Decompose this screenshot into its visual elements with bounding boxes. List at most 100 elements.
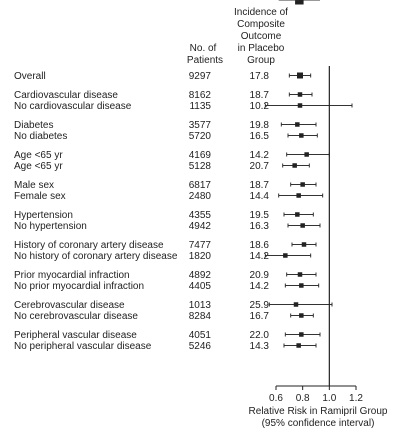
row-label: History of coronary artery disease bbox=[14, 240, 164, 251]
point-estimate bbox=[304, 152, 309, 157]
row-label: No diabetes bbox=[14, 131, 67, 142]
x-axis-title-line-1: Relative Risk in Ramipril Group bbox=[249, 406, 388, 417]
row-label: Cerebrovascular disease bbox=[14, 300, 125, 311]
plot-area bbox=[264, 0, 353, 386]
row-label: No cerebrovascular disease bbox=[14, 311, 138, 322]
point-estimate bbox=[296, 343, 301, 348]
row-incidence: 16.5 bbox=[250, 131, 270, 142]
row-n: 5720 bbox=[189, 131, 212, 142]
row-label: Age <65 yr bbox=[14, 150, 63, 161]
point-estimate bbox=[300, 223, 305, 228]
row-label: Hypertension bbox=[14, 210, 73, 221]
point-estimate bbox=[297, 103, 303, 108]
point-estimate bbox=[283, 253, 288, 258]
row-n: 7341 bbox=[189, 0, 212, 3]
point-estimate bbox=[293, 302, 299, 307]
point-estimate bbox=[296, 193, 301, 198]
point-estimate bbox=[301, 242, 307, 247]
incidence-header-line-3: Outcome bbox=[241, 31, 282, 42]
row-incidence: 14.2 bbox=[250, 281, 270, 292]
point-estimate bbox=[300, 182, 305, 187]
row-incidence: 20.9 bbox=[250, 270, 270, 281]
row-n: 4405 bbox=[189, 281, 212, 292]
row-n: 8284 bbox=[189, 311, 212, 322]
row-incidence: 20.7 bbox=[250, 161, 270, 172]
row-label: Female sex bbox=[14, 191, 66, 202]
row-label: Cardiovascular disease bbox=[14, 90, 118, 101]
point-estimate bbox=[295, 122, 300, 127]
x-axis-title-line-2: (95% confidence interval) bbox=[262, 418, 375, 429]
row-n: 2480 bbox=[189, 191, 212, 202]
row-n: 1135 bbox=[189, 101, 211, 112]
row-n: 5128 bbox=[189, 161, 212, 172]
row-incidence: 10.2 bbox=[250, 101, 270, 112]
row-incidence: 18.6 bbox=[250, 240, 270, 251]
row-label: No history of coronary artery disease bbox=[14, 251, 178, 262]
row-label: Diabetes bbox=[14, 120, 53, 131]
point-estimate bbox=[297, 92, 303, 97]
row-incidence: 19.8 bbox=[250, 120, 270, 131]
point-estimate bbox=[297, 272, 303, 277]
incidence-header-line-2: Composite bbox=[237, 19, 285, 30]
row-label: Overall bbox=[14, 71, 46, 82]
row-n: 4169 bbox=[189, 150, 212, 161]
row-incidence: 25.9 bbox=[250, 300, 270, 311]
column-headers: No. of Patients Incidence of Composite O… bbox=[187, 7, 288, 66]
row-label: Peripheral vascular disease bbox=[14, 330, 137, 341]
row-label: Prior myocardial infraction bbox=[14, 270, 130, 281]
row-n: 6817 bbox=[189, 180, 212, 191]
row-incidence: 22.0 bbox=[250, 330, 270, 341]
row-label: Male sex bbox=[14, 180, 54, 191]
n-header-line-2: Patients bbox=[187, 55, 223, 66]
row-label: No prior myocardial infraction bbox=[14, 281, 144, 292]
row-label: No cardiovascular disease bbox=[14, 101, 132, 112]
row-incidence: 16.7 bbox=[250, 311, 270, 322]
point-estimate bbox=[299, 313, 304, 318]
row-incidence: 17.8 bbox=[250, 71, 270, 82]
row-n: 1956 bbox=[189, 0, 212, 3]
point-estimate bbox=[297, 72, 303, 79]
row-label: No hypertension bbox=[14, 221, 87, 232]
row-n: 7477 bbox=[189, 240, 212, 251]
row-incidence: 16.3 bbox=[250, 221, 270, 232]
row-n: 9297 bbox=[189, 71, 212, 82]
row-n: 1013 bbox=[189, 300, 212, 311]
row-n: 4892 bbox=[189, 270, 212, 281]
row-n: 4051 bbox=[189, 330, 212, 341]
n-header-line-1: No. of bbox=[190, 43, 217, 54]
row-incidence: 14.3 bbox=[250, 341, 270, 352]
point-estimate bbox=[299, 332, 304, 337]
point-estimate bbox=[299, 0, 304, 5]
point-estimate bbox=[295, 212, 300, 217]
row-n: 3577 bbox=[189, 120, 212, 131]
row-n: 4355 bbox=[189, 210, 212, 221]
point-estimate bbox=[299, 133, 304, 138]
x-tick-label: 0.6 bbox=[269, 393, 283, 404]
row-incidence: 14.4 bbox=[250, 191, 270, 202]
incidence-header-line-4: in Placebo bbox=[238, 43, 285, 54]
point-estimate bbox=[299, 283, 304, 288]
row-incidence: 18.7 bbox=[250, 180, 270, 191]
row-incidence: 14.2 bbox=[250, 150, 270, 161]
point-estimate bbox=[295, 0, 300, 5]
x-axis: 0.6 0.8 1.0 1.2 bbox=[269, 385, 363, 404]
incidence-header-line-5: Group bbox=[247, 55, 275, 66]
x-tick-label: 1.0 bbox=[322, 393, 336, 404]
row-n: 4942 bbox=[189, 221, 212, 232]
row-incidence: 15.4 bbox=[250, 0, 270, 3]
row-n: 8162 bbox=[189, 90, 212, 101]
incidence-header-line-1: Incidence of bbox=[234, 7, 288, 18]
row-incidence: 19.5 bbox=[250, 210, 270, 221]
row-label: Age <65 yr bbox=[14, 161, 63, 172]
row-incidence: 14.2 bbox=[250, 251, 270, 262]
row-n: 1820 bbox=[189, 251, 212, 262]
row-incidence: 18.7 bbox=[250, 90, 270, 101]
row-label: Microalbuminuria bbox=[14, 0, 91, 3]
row-label: No peripheral vascular disease bbox=[14, 341, 152, 352]
row-incidence: 26.4 bbox=[250, 0, 270, 3]
x-tick-label: 0.8 bbox=[296, 393, 310, 404]
row-label: No microalbuminuria bbox=[14, 0, 106, 3]
point-estimate bbox=[292, 163, 297, 168]
row-n: 5246 bbox=[189, 341, 212, 352]
